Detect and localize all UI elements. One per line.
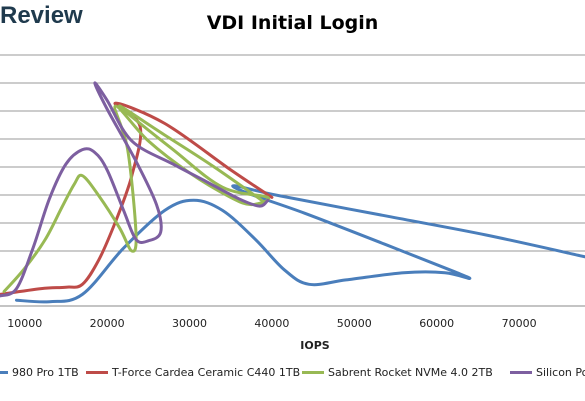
x-tick-label: 30000	[172, 317, 207, 330]
series-line-4	[0, 81, 270, 298]
x-tick-label: 40000	[254, 317, 289, 330]
series-line-3	[2, 104, 271, 293]
x-tick-label: 70000	[502, 317, 537, 330]
legend-swatch	[0, 371, 8, 374]
legend-swatch	[302, 371, 324, 374]
site-logo: Review	[0, 2, 83, 29]
series-line-2	[0, 101, 274, 296]
chart-title: VDI Initial Login	[206, 12, 379, 34]
chart-legend: 980 Pro 1TB T-Force Cardea Ceramic C440 1…	[0, 366, 585, 396]
legend-swatch	[510, 371, 532, 374]
legend-swatch	[86, 371, 108, 374]
legend-label: Sabrent Rocket NVMe 4.0 2TB	[328, 366, 493, 379]
x-axis-label: IOPS	[300, 339, 330, 352]
legend-label: T-Force Cardea Ceramic C440 1TB	[112, 366, 301, 379]
x-tick-label: 60000	[419, 317, 454, 330]
legend-item: 980 Pro 1TB	[0, 366, 79, 379]
legend-item: Silicon Power	[510, 366, 585, 379]
x-tick-label: 20000	[90, 317, 125, 330]
legend-label: 980 Pro 1TB	[12, 366, 79, 379]
x-axis-ticks: 10000 20000 30000 40000 50000 60000 70000	[7, 317, 536, 330]
series-lines	[0, 81, 585, 304]
x-tick-label: 50000	[337, 317, 372, 330]
legend-item: Sabrent Rocket NVMe 4.0 2TB	[302, 366, 493, 379]
series-line-1	[15, 184, 585, 304]
legend-item: T-Force Cardea Ceramic C440 1TB	[86, 366, 300, 379]
legend-label: Silicon Power	[536, 366, 585, 379]
x-tick-label: 10000	[7, 317, 42, 330]
